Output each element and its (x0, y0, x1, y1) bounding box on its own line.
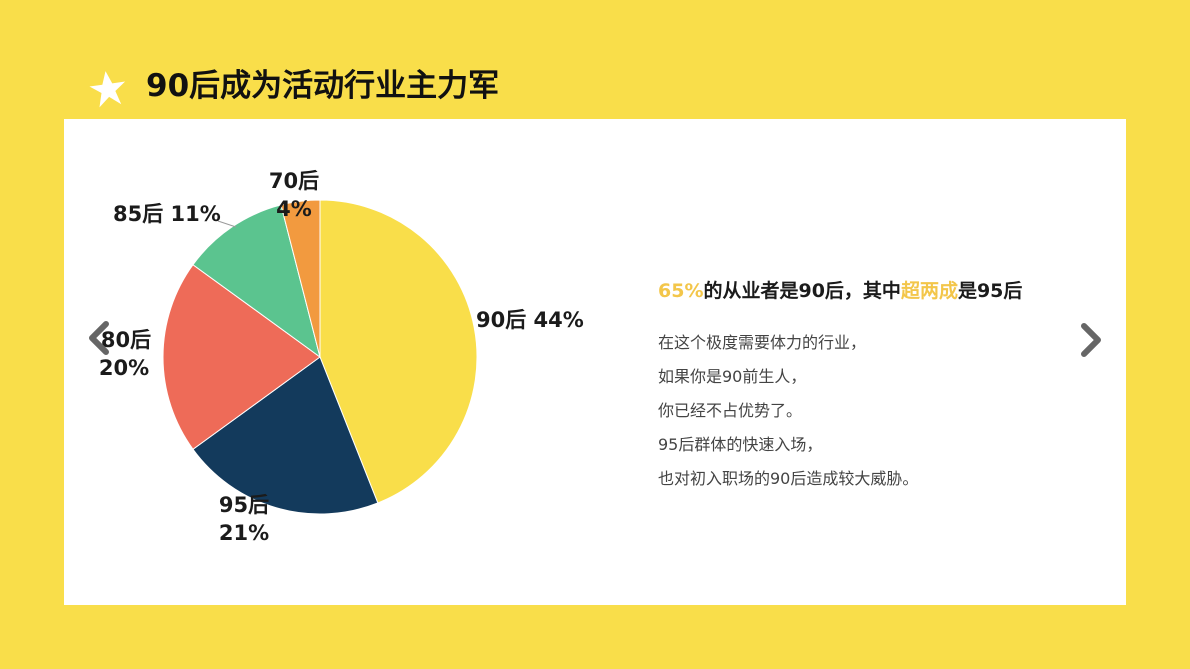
slice-90 (319, 199, 478, 504)
label-70-name: 70后 (268, 169, 320, 193)
chevron-left-icon[interactable] (84, 318, 114, 358)
label-90: 90后 44% (476, 308, 584, 332)
label-70-pct: 4% (276, 197, 312, 221)
label-85: 85后 11% (113, 202, 221, 226)
label-80-pct: 20% (98, 356, 150, 380)
headline-end: 是95后 (957, 280, 1023, 302)
headline: 65%的从业者是90后，其中超两成是95后 (658, 277, 1022, 305)
label-95-pct: 21% (218, 521, 270, 545)
page-title: 90后成为活动行业主力军 (146, 68, 500, 104)
label-80-name: 80后 (100, 328, 152, 352)
slice-70 (280, 199, 321, 358)
body-text: 在这个极度需要体力的行业， 如果你是90前生人， 你已经不占优势了。 95后群体… (658, 326, 918, 496)
body-line: 如果你是90前生人， (658, 367, 807, 386)
body-line: 你已经不占优势了。 (658, 401, 803, 420)
leader-line-85 (217, 220, 237, 228)
headline-middle: 的从业者是90后，其中 (703, 280, 901, 302)
slice-95 (192, 356, 379, 515)
headline-highlight: 超两成 (900, 280, 958, 302)
label-95-name: 95后 (218, 493, 270, 517)
star-icon (84, 68, 132, 110)
headline-percent: 65% (658, 280, 704, 302)
header-bar (68, 64, 1134, 112)
slice-85 (192, 204, 321, 359)
body-line: 也对初入职场的90后造成较大威胁。 (658, 469, 919, 488)
slice-80 (162, 264, 321, 450)
chevron-right-icon[interactable] (1076, 320, 1106, 360)
body-line: 95后群体的快速入场， (658, 435, 823, 454)
body-line: 在这个极度需要体力的行业， (658, 333, 867, 352)
